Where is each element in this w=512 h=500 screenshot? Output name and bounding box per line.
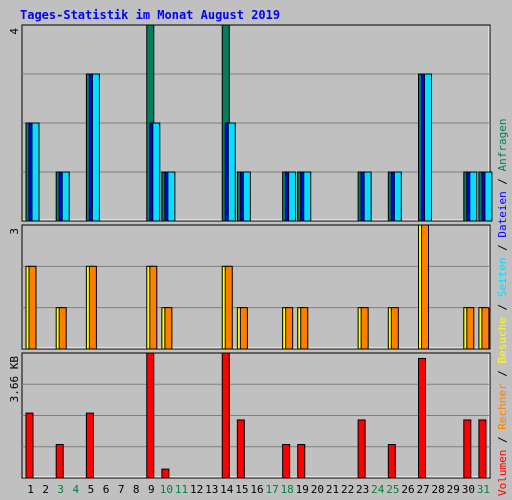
legend-separator: /: [496, 238, 509, 258]
bar-volumen-day-15: [236, 419, 245, 479]
bar-seiten-day-1: [31, 122, 40, 222]
x-tick-label: 9: [148, 483, 155, 496]
chart-panels: 4 3 3.66 KB: [8, 24, 493, 479]
x-tick-label: 16: [250, 483, 263, 496]
bar-volumen-day-14: [221, 352, 230, 479]
bar-rechner-day-9: [149, 265, 158, 350]
x-tick-label: 7: [118, 483, 125, 496]
y-axis-max-label: 4: [8, 28, 21, 35]
legend-entry-volumen: Volumen: [496, 450, 509, 496]
bar-rechner-day-31: [481, 307, 490, 350]
bar-seiten-day-9: [152, 122, 161, 222]
vertical-legend: Volumen / Rechner / Besuche / Seiten / D…: [496, 118, 509, 496]
bar-volumen-day-3: [55, 444, 64, 479]
legend-separator: /: [496, 430, 509, 450]
x-tick-label: 20: [311, 483, 324, 496]
bar-rechner-day-27: [421, 224, 430, 350]
bar-volumen-day-18: [282, 444, 291, 479]
bar-rechner-day-19: [300, 307, 309, 350]
x-tick-label: 30: [462, 483, 475, 496]
x-tick-label: 4: [73, 483, 80, 496]
bar-seiten-day-19: [303, 171, 312, 222]
legend-entry-besuche: Besuche: [496, 317, 509, 363]
x-tick-label: 12: [190, 483, 203, 496]
bar-rechner-day-15: [239, 307, 248, 350]
bar-volumen-day-10: [161, 468, 170, 479]
x-tick-label: 17: [265, 483, 278, 496]
bar-volumen-day-25: [387, 444, 396, 479]
x-tick-label: 25: [386, 483, 399, 496]
legend-separator: /: [496, 171, 509, 191]
panel-top: 4: [8, 24, 493, 222]
bar-seiten-day-25: [393, 171, 402, 222]
bar-seiten-day-18: [288, 171, 297, 222]
x-tick-label: 10: [160, 483, 173, 496]
x-tick-label: 29: [447, 483, 460, 496]
x-axis-ticks: 1 2 3 4 5 6 7 8 9 10 11 12 13 14 15 16 17 18 19 20 21 22 23 24 2…: [27, 483, 490, 496]
x-tick-label: 1: [27, 483, 34, 496]
panel-bottom: 3.66 KB: [8, 352, 491, 479]
bar-seiten-day-30: [469, 171, 478, 222]
bar-volumen-day-1: [25, 412, 34, 479]
bar-rechner-day-1: [28, 265, 37, 350]
bar-volumen-day-9: [146, 352, 155, 479]
bar-rechner-day-18: [285, 307, 294, 350]
x-tick-label: 3: [57, 483, 64, 496]
legend-separator: /: [496, 297, 509, 317]
bar-volumen-day-5: [85, 412, 94, 479]
bar-rechner-day-30: [466, 307, 475, 350]
x-tick-label: 13: [205, 483, 218, 496]
y-axis-max-label: 3.66 KB: [8, 356, 21, 403]
x-tick-label: 8: [133, 483, 140, 496]
panel-frame: [21, 224, 491, 350]
x-tick-label: 28: [432, 483, 445, 496]
x-tick-label: 24: [371, 483, 385, 496]
bar-seiten-day-10: [167, 171, 176, 222]
bar-rechner-day-25: [390, 307, 399, 350]
legend-text: Volumen / Rechner / Besuche / Seiten / D…: [496, 118, 509, 496]
x-tick-label: 26: [401, 483, 414, 496]
chart-title: Tages-Statistik im Monat August 2019: [20, 8, 280, 22]
x-tick-label: 19: [296, 483, 309, 496]
bar-seiten-day-27: [424, 73, 433, 222]
bar-rechner-day-14: [224, 265, 233, 350]
y-axis-max-label: 3: [8, 228, 21, 235]
x-tick-label: 27: [416, 483, 429, 496]
bar-volumen-day-31: [478, 419, 487, 479]
bar-rechner-day-10: [164, 307, 173, 350]
x-tick-label: 21: [326, 483, 339, 496]
bar-seiten-day-31: [484, 171, 493, 222]
bar-rechner-day-5: [88, 265, 97, 350]
bar-volumen-day-30: [463, 419, 472, 479]
x-tick-label: 6: [103, 483, 110, 496]
bar-volumen-day-23: [357, 419, 366, 479]
x-tick-label: 23: [356, 483, 369, 496]
legend-separator: /: [496, 364, 509, 384]
x-tick-label: 22: [341, 483, 354, 496]
legend-entry-rechner: Rechner: [496, 383, 509, 430]
bar-rechner-day-23: [360, 307, 369, 350]
legend-entry-anfragen: Anfragen: [496, 118, 509, 171]
bar-seiten-day-5: [91, 73, 100, 222]
x-tick-label: 11: [175, 483, 188, 496]
bar-volumen-day-27: [418, 357, 427, 479]
x-tick-label: 31: [477, 483, 490, 496]
bar-rechner-day-3: [58, 307, 67, 350]
x-tick-label: 15: [235, 483, 248, 496]
legend-entry-dateien: Dateien: [496, 191, 509, 237]
panel-middle: 3: [8, 224, 491, 350]
bar-seiten-day-15: [242, 171, 251, 222]
x-tick-label: 14: [220, 483, 234, 496]
bar-seiten-day-3: [61, 171, 70, 222]
bar-seiten-day-23: [363, 171, 372, 222]
bar-volumen-day-19: [297, 444, 306, 479]
bar-seiten-day-14: [227, 122, 236, 222]
x-tick-label: 18: [281, 483, 294, 496]
legend-entry-seiten: Seiten: [496, 258, 509, 298]
x-tick-label: 5: [88, 483, 95, 496]
x-tick-label: 2: [42, 483, 49, 496]
